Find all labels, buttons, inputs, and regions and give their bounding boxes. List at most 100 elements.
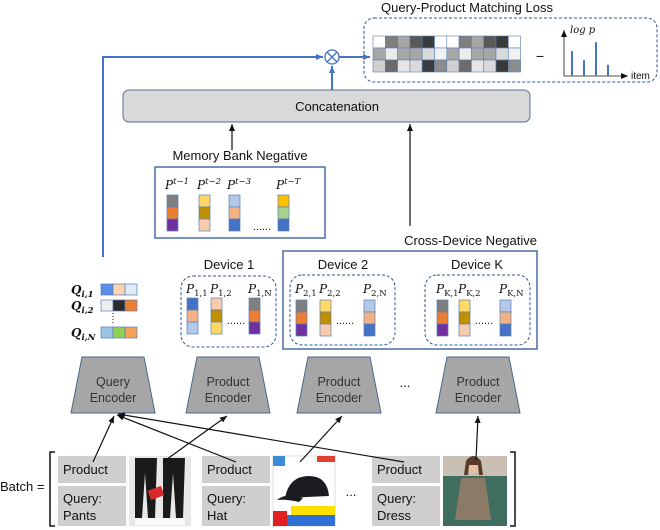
embedding-cell bbox=[198, 218, 211, 232]
vector-label: P1,1 bbox=[185, 282, 208, 299]
device-box bbox=[180, 275, 277, 348]
embedding-cell bbox=[319, 311, 332, 325]
embedding-vector bbox=[210, 297, 223, 335]
heatmap-cell bbox=[446, 59, 460, 73]
embedding-cell bbox=[166, 206, 179, 220]
query-cell bbox=[202, 486, 270, 526]
batch-label: Batch = bbox=[0, 479, 44, 494]
label-base: P bbox=[247, 282, 257, 296]
embedding-cell bbox=[112, 299, 126, 312]
label-subscript: i,N bbox=[81, 333, 96, 343]
heatmap-cell bbox=[507, 47, 521, 61]
heatmap-cell bbox=[507, 59, 521, 73]
encoder-label: Encoder bbox=[455, 391, 502, 405]
encoder-shape bbox=[435, 356, 521, 414]
vector-label: PK,N bbox=[498, 282, 524, 299]
device-title: Device K bbox=[451, 257, 503, 272]
score-heatmap bbox=[372, 35, 521, 73]
embedding-cell bbox=[295, 311, 308, 325]
embedding-cell bbox=[436, 323, 449, 337]
embedding-cell bbox=[198, 206, 211, 220]
embedding-cell bbox=[228, 218, 241, 232]
heatmap-cell bbox=[384, 59, 398, 73]
device-ellipsis: ...... bbox=[475, 315, 493, 327]
embedding-cell bbox=[210, 321, 223, 335]
query-cell bbox=[58, 486, 126, 526]
embedding-cell bbox=[124, 283, 138, 296]
label-subscript: 1,1 bbox=[194, 289, 208, 299]
embedding-vector bbox=[166, 194, 179, 232]
query-embeddings: Qi,1Qi,2Qi,N bbox=[71, 283, 138, 343]
embedding-cell bbox=[166, 218, 179, 232]
log-p-chart: log p item bbox=[561, 25, 650, 82]
embedding-cell bbox=[295, 299, 308, 313]
label-base: P bbox=[457, 282, 467, 296]
vector-label: P2,1 bbox=[294, 282, 317, 299]
device-3: Device KPK,1 PK,2 PK,N...... bbox=[424, 257, 531, 346]
encoder-shape bbox=[70, 356, 156, 414]
embedding-cell bbox=[458, 323, 471, 337]
embedding-cell bbox=[166, 194, 179, 208]
label-subscript: 2,N bbox=[371, 289, 387, 299]
vector-label: Pt−T bbox=[275, 177, 302, 192]
heatmap-cell bbox=[446, 47, 460, 61]
embedding-cell bbox=[124, 299, 138, 312]
product-label: Product bbox=[63, 462, 108, 477]
embedding-cell bbox=[458, 311, 471, 325]
memory-bank-box bbox=[154, 166, 326, 239]
embedding-cell bbox=[499, 299, 512, 313]
label-base: P bbox=[275, 178, 285, 192]
encoder-label: Encoder bbox=[205, 391, 252, 405]
log-p-bar bbox=[583, 60, 585, 76]
arrow-dress-query bbox=[117, 412, 405, 463]
log-p-bar bbox=[595, 42, 597, 76]
embedding-cell bbox=[363, 311, 376, 325]
embedding-cell bbox=[228, 206, 241, 220]
label-subscript: K,2 bbox=[466, 289, 480, 299]
label-base: P bbox=[318, 282, 328, 296]
vector-label: Pt−1 bbox=[164, 177, 189, 192]
log-p-bar bbox=[571, 51, 573, 76]
memory-bank-title: Memory Bank Negative bbox=[172, 148, 307, 163]
encoder-label: Product bbox=[456, 375, 500, 389]
vector-label: Pt−3 bbox=[226, 177, 251, 192]
heatmap-cell bbox=[458, 59, 472, 73]
embedding-cell bbox=[277, 194, 290, 208]
heatmap-cell bbox=[507, 35, 521, 49]
label-subscript: i,2 bbox=[81, 306, 93, 316]
label-base: P bbox=[294, 282, 304, 296]
heatmap-cell bbox=[384, 35, 398, 49]
embedding-cell bbox=[458, 299, 471, 313]
label-subscript: K,1 bbox=[444, 289, 458, 299]
heatmap-cell bbox=[446, 35, 460, 49]
product-encoder: Product Encoder bbox=[435, 356, 521, 414]
embedding-cell bbox=[100, 299, 114, 312]
label-subscript: 1,2 bbox=[218, 289, 232, 299]
encoder-label: Product bbox=[206, 375, 250, 389]
heatmap-cell bbox=[421, 59, 435, 73]
label-base: P bbox=[164, 178, 174, 192]
vector-label: P1,N bbox=[247, 282, 272, 299]
embedding-vector bbox=[363, 299, 376, 337]
heatmap-cell bbox=[483, 35, 497, 49]
heatmap-cell bbox=[483, 47, 497, 61]
embedding-cell bbox=[248, 297, 261, 311]
embedding-cell bbox=[248, 309, 261, 323]
vector-label: PK,2 bbox=[457, 282, 481, 299]
label-superscript: t−T bbox=[284, 177, 302, 187]
heatmap-cell bbox=[458, 35, 472, 49]
embedding-vector bbox=[319, 299, 332, 337]
devices: Device 1P1,1 P1,2 P1,N......Device 2P2,1 P2… bbox=[180, 257, 531, 348]
encoder-shape bbox=[296, 356, 382, 414]
query-vector bbox=[100, 283, 138, 296]
label-base: P bbox=[435, 282, 445, 296]
arrow-dress-image bbox=[474, 415, 481, 461]
device-box bbox=[424, 274, 531, 346]
heatmap-cell bbox=[397, 59, 411, 73]
embedding-cell bbox=[363, 323, 376, 337]
product-label: Product bbox=[377, 462, 422, 477]
cross-device-box bbox=[282, 250, 538, 350]
embedding-cell bbox=[277, 206, 290, 220]
x-axis-label: item bbox=[631, 71, 650, 82]
